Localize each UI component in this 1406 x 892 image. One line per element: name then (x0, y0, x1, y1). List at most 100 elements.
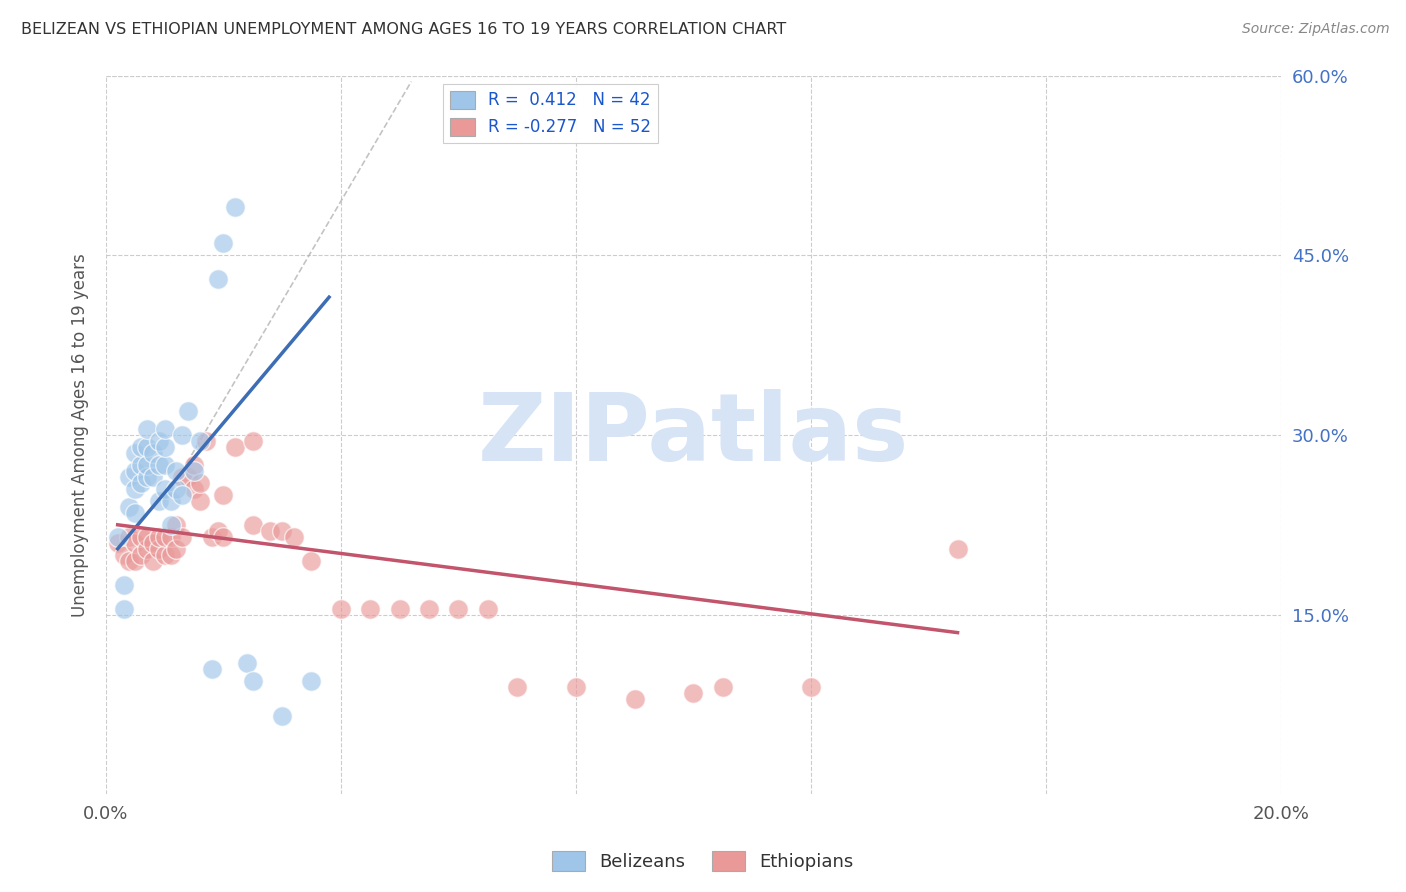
Point (711, 680, 734, 694)
Point (946, 541, 969, 556)
Point (301, 673, 323, 688)
Point (148, 458, 170, 472)
Point (242, 517, 264, 532)
Point (165, 464, 187, 478)
Point (183, 482, 205, 496)
Point (136, 470, 159, 484)
Point (124, 506, 146, 520)
Point (136, 541, 159, 556)
Point (165, 541, 187, 556)
Point (153, 458, 176, 472)
Point (129, 458, 152, 472)
Point (142, 446, 165, 460)
Point (236, 656, 259, 670)
Point (159, 517, 181, 532)
Point (271, 709, 294, 723)
Point (118, 500, 141, 514)
Point (159, 530, 181, 544)
Point (172, 488, 194, 502)
Point (129, 530, 152, 544)
Point (188, 493, 211, 508)
Point (177, 470, 200, 484)
Point (183, 458, 205, 472)
Point (177, 404, 200, 418)
Point (418, 601, 440, 615)
Point (153, 440, 176, 454)
Point (194, 434, 217, 448)
Point (129, 548, 152, 562)
Point (682, 685, 704, 699)
Legend: Belizeans, Ethiopians: Belizeans, Ethiopians (546, 844, 860, 879)
Point (447, 601, 470, 615)
Point (124, 554, 146, 568)
Point (201, 530, 224, 544)
Point (301, 554, 323, 568)
Text: Source: ZipAtlas.com: Source: ZipAtlas.com (1241, 22, 1389, 37)
Point (153, 422, 176, 436)
Point (207, 272, 229, 286)
Point (118, 554, 141, 568)
Point (388, 601, 411, 615)
Point (159, 493, 181, 508)
Point (224, 200, 246, 214)
Point (118, 530, 141, 544)
Point (112, 548, 135, 562)
Point (623, 691, 645, 706)
Point (118, 470, 141, 484)
Point (207, 524, 229, 538)
Point (142, 535, 165, 549)
Legend: R =  0.412   N = 42, R = -0.277   N = 52: R = 0.412 N = 42, R = -0.277 N = 52 (443, 84, 658, 143)
Point (259, 524, 281, 538)
Point (129, 440, 152, 454)
Point (153, 548, 176, 562)
Point (148, 530, 170, 544)
Point (136, 530, 159, 544)
Point (136, 440, 159, 454)
Point (124, 482, 146, 496)
Point (165, 517, 187, 532)
Point (183, 464, 205, 478)
Text: ZIPatlas: ZIPatlas (478, 389, 908, 481)
Point (172, 530, 194, 544)
Point (359, 601, 381, 615)
Point (148, 434, 170, 448)
Point (136, 458, 159, 472)
Point (212, 236, 235, 251)
Point (142, 554, 165, 568)
Point (565, 680, 588, 694)
Point (800, 680, 823, 694)
Point (124, 535, 146, 549)
Point (112, 601, 135, 615)
Point (212, 530, 235, 544)
Point (477, 601, 499, 615)
Point (107, 530, 129, 544)
Point (188, 434, 211, 448)
Point (242, 673, 264, 688)
Point (212, 488, 235, 502)
Point (283, 530, 305, 544)
Point (271, 524, 294, 538)
Point (153, 482, 176, 496)
Point (153, 530, 176, 544)
Point (136, 422, 159, 436)
Text: BELIZEAN VS ETHIOPIAN UNEMPLOYMENT AMONG AGES 16 TO 19 YEARS CORRELATION CHART: BELIZEAN VS ETHIOPIAN UNEMPLOYMENT AMONG… (21, 22, 786, 37)
Point (107, 535, 129, 549)
Point (188, 475, 211, 490)
Point (224, 440, 246, 454)
Point (506, 680, 529, 694)
Point (124, 464, 146, 478)
Point (242, 434, 264, 448)
Point (112, 577, 135, 591)
Point (142, 470, 165, 484)
Point (201, 662, 224, 676)
Y-axis label: Unemployment Among Ages 16 to 19 years: Unemployment Among Ages 16 to 19 years (72, 253, 89, 617)
Point (124, 446, 146, 460)
Point (148, 493, 170, 508)
Point (172, 470, 194, 484)
Point (165, 482, 187, 496)
Point (329, 601, 352, 615)
Point (159, 548, 181, 562)
Point (129, 475, 152, 490)
Point (148, 541, 170, 556)
Point (172, 428, 194, 442)
